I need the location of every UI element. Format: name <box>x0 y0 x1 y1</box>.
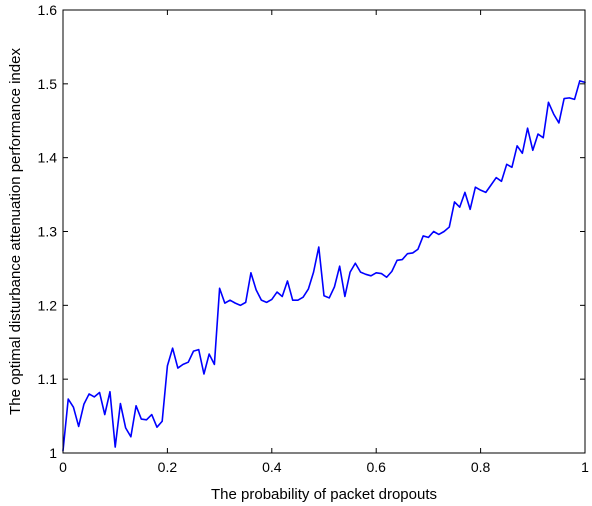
series-layer <box>62 80 586 452</box>
plot-background <box>63 10 585 453</box>
y-tick-label: 1 <box>49 445 57 461</box>
x-tick-label: 0.6 <box>366 459 386 475</box>
x-tick-label: 0 <box>59 459 67 475</box>
y-tick-label: 1.2 <box>38 297 58 313</box>
x-tick-label: 0.2 <box>158 459 178 475</box>
x-axis-label: The probability of packet dropouts <box>211 486 437 503</box>
x-tick-label: 0.8 <box>471 459 491 475</box>
tick-labels: 0 0.2 0.4 0.6 0.8 1 1 1.1 1.2 1.3 1.4 1.5 1.6 <box>38 2 590 475</box>
y-tick-label: 1.5 <box>38 76 58 92</box>
y-axis-label: The optimal disturbance attenuation perf… <box>7 48 24 415</box>
series-line <box>62 80 586 452</box>
y-tick-label: 1.1 <box>38 371 58 387</box>
y-tick-label: 1.3 <box>38 224 58 240</box>
x-tick-label: 1 <box>581 459 589 475</box>
y-tick-label: 1.4 <box>38 150 58 166</box>
plot-frame <box>62 9 586 454</box>
y-tick-label: 1.6 <box>38 2 58 18</box>
x-tick-label: 0.4 <box>262 459 282 475</box>
